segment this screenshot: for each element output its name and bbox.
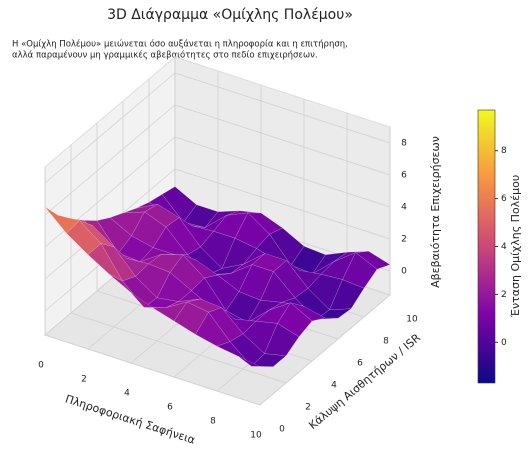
x-tick-label: 0 <box>38 361 44 371</box>
grid-line <box>174 168 391 240</box>
subtitle: Η «Ομίχλη Πολέμου» μειώνεται όσο αυξάνετ… <box>12 39 348 50</box>
z-tick-label: 8 <box>401 139 407 149</box>
colorbar-tick-label: 2 <box>501 290 507 300</box>
x-tick-label: 6 <box>167 403 173 413</box>
surface-patch <box>290 302 326 322</box>
y-tick-label: 8 <box>383 337 389 347</box>
surface-patch <box>315 308 352 320</box>
x-tick-label: 10 <box>250 431 262 441</box>
surface-patch <box>264 323 300 357</box>
grid-line <box>44 72 176 184</box>
surface-patch <box>277 302 313 338</box>
x-axis-label: Πληροφοριακή Σαφήνεια <box>64 392 197 446</box>
chart-title: 3D Διάγραμμα «Ομίχλης Πολέμου» <box>107 7 353 23</box>
colorbar <box>477 109 496 384</box>
grid-line <box>174 72 391 144</box>
y-tick-label: 10 <box>406 315 418 325</box>
surface-patch <box>238 356 274 367</box>
colorbar-tick-label: 6 <box>501 194 507 204</box>
grid-line <box>259 294 391 406</box>
z-tick-label: 6 <box>401 171 407 181</box>
grid-line <box>174 136 391 208</box>
y-tick-label: 0 <box>279 425 285 435</box>
z-tick-label: 2 <box>401 235 407 245</box>
grid-line <box>70 312 287 384</box>
z-tick-label: 0 <box>401 267 407 277</box>
z-axis-label: Αβεβαιότητα Επιχειρήσεων <box>429 136 442 288</box>
z-tick-label: 4 <box>401 203 407 213</box>
y-tick-label: 6 <box>357 359 363 369</box>
colorbar-tick-label: 8 <box>501 146 507 156</box>
grid-line <box>174 104 391 176</box>
colorbar-tick-label: 0 <box>501 338 507 348</box>
grid-line <box>44 104 176 216</box>
x-tick-label: 8 <box>210 417 216 427</box>
grid-line <box>44 334 261 406</box>
y-tick-label: 4 <box>331 381 337 391</box>
x-tick-label: 4 <box>124 389 130 399</box>
y-tick-label: 2 <box>305 403 311 413</box>
colorbar-tick-label: 4 <box>501 242 507 252</box>
surface-patch <box>342 252 378 289</box>
subtitle: αλλά παραμένουν μη γραμμικές αβεβαιότητε… <box>12 50 318 61</box>
colorbar-label: Ένταση Ομίχλης Πολέμου <box>509 175 522 318</box>
x-tick-label: 2 <box>81 375 87 385</box>
